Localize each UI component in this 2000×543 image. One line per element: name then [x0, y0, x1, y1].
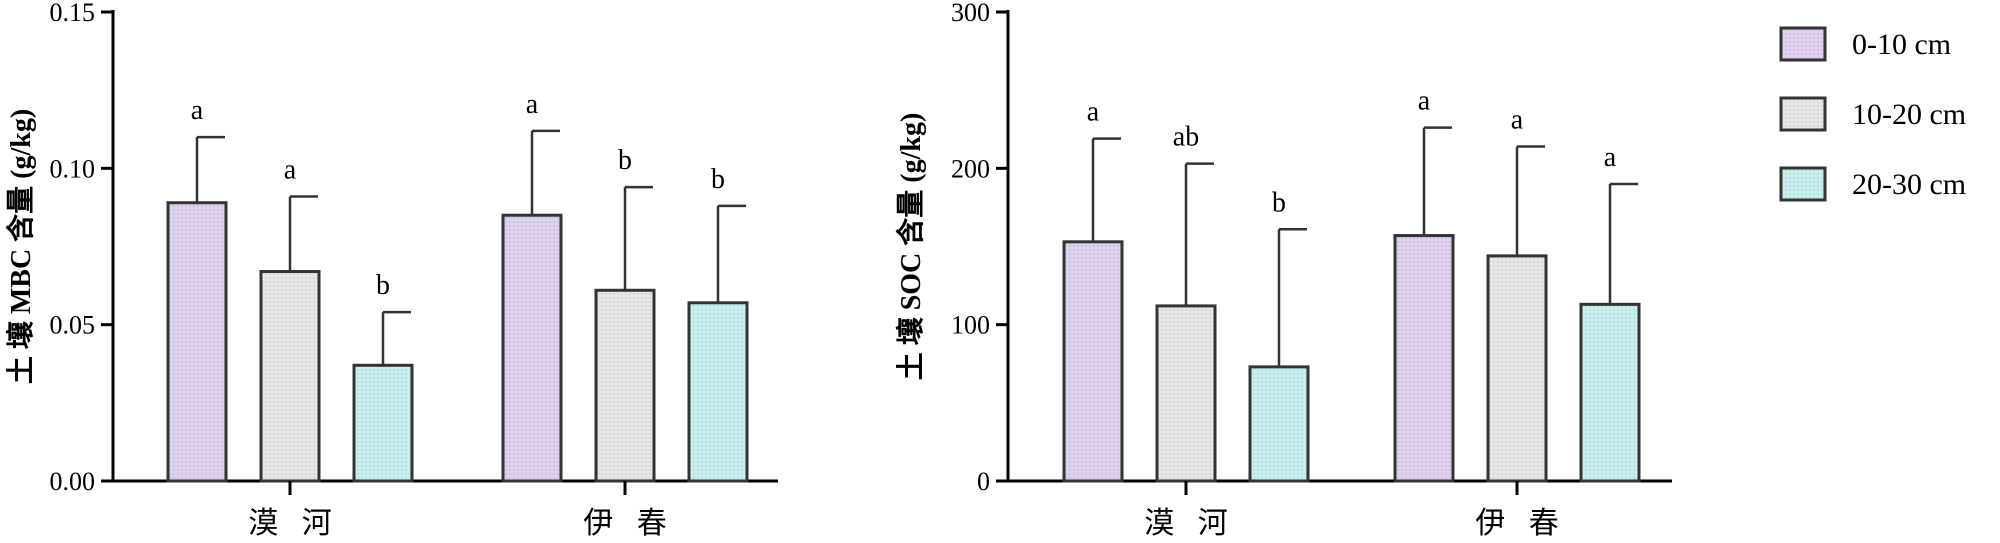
bar — [594, 288, 656, 483]
y-tick-label: 0.05 — [50, 311, 96, 340]
y-tick-label: 200 — [951, 154, 990, 183]
y-axis-label: 土 壤 SOC 含量 (g/kg) — [894, 113, 927, 381]
significance-label: b — [711, 164, 725, 195]
bar — [259, 270, 321, 483]
bar — [1155, 304, 1217, 483]
legend-swatch — [1779, 26, 1827, 62]
bar — [352, 363, 414, 483]
legend-label: 20-30 cm — [1852, 168, 1966, 201]
y-tick-label: 0.10 — [50, 154, 96, 183]
y-tick-label: 300 — [951, 0, 990, 27]
bar — [166, 201, 228, 483]
soc-chart: 0 100 200 300 土 壤 SOC 含量 (g/kg) a ab b 漠 河 a a a 伊 春 — [894, 0, 1672, 540]
significance-label: b — [376, 270, 390, 301]
x-tick-label: 漠 河 — [1144, 507, 1236, 540]
bar — [1248, 365, 1310, 483]
bar — [1579, 302, 1641, 483]
x-tick-label: 伊 春 — [583, 507, 675, 540]
legend-label: 0-10 cm — [1852, 28, 1951, 61]
bar — [1486, 254, 1548, 483]
bar — [687, 301, 749, 483]
significance-label: a — [1418, 86, 1431, 117]
significance-label: a — [284, 154, 297, 185]
y-tick-label: 0.15 — [50, 0, 96, 27]
significance-label: a — [1511, 104, 1524, 135]
bar — [501, 213, 563, 483]
x-tick-label: 伊 春 — [1475, 507, 1567, 540]
bar — [1393, 234, 1455, 483]
legend-swatch — [1779, 96, 1827, 132]
legend-label: 10-20 cm — [1852, 98, 1966, 131]
significance-label: ab — [1173, 122, 1199, 153]
bar — [1062, 240, 1124, 483]
legend: 0-10 cm 10-20 cm 20-30 cm — [1779, 26, 1966, 202]
legend-swatch — [1779, 166, 1827, 202]
y-tick-label: 100 — [951, 311, 990, 340]
y-tick-label: 0 — [977, 467, 990, 496]
y-tick-label: 0.00 — [50, 467, 96, 496]
significance-label: b — [618, 145, 632, 176]
significance-label: a — [1087, 97, 1100, 128]
significance-label: b — [1272, 187, 1286, 218]
significance-label: a — [191, 95, 204, 126]
significance-label: a — [526, 89, 539, 120]
x-tick-label: 漠 河 — [248, 507, 340, 540]
significance-label: a — [1604, 142, 1617, 173]
mbc-chart: 0.00 0.05 0.10 0.15 土 壤 MBC 含量 (g/kg) a a b 漠 河 a… — [4, 0, 778, 540]
y-axis-label: 土 壤 MBC 含量 (g/kg) — [4, 109, 37, 384]
